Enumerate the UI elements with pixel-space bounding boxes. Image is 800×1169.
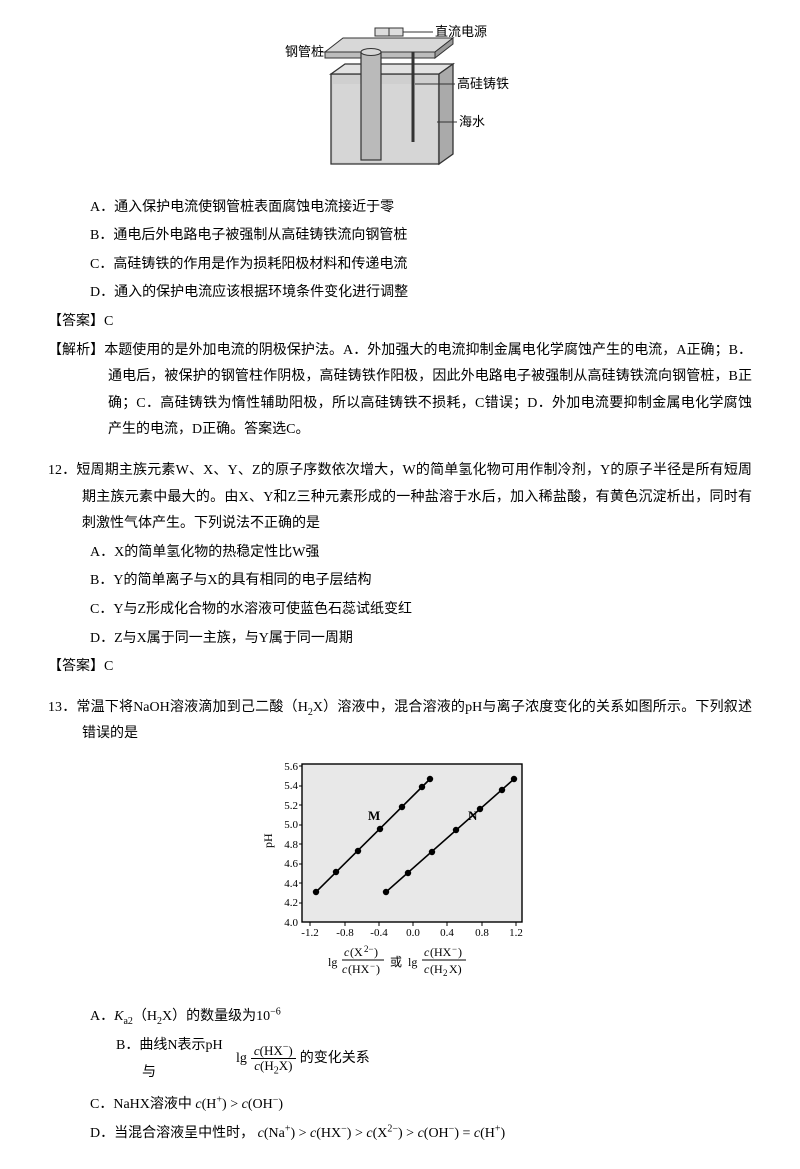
q11-opt-C: C．高硅铸铁的作用是作为损耗阳极材料和传递电流 xyxy=(48,252,752,279)
svg-text:1.2: 1.2 xyxy=(509,927,523,939)
optA-b: （H xyxy=(133,1009,157,1024)
svg-text:2: 2 xyxy=(443,968,448,978)
svg-text:(HX: (HX xyxy=(348,962,370,976)
q12-opt-D: D．Z与X属于同一主族，与Y属于同一周期 xyxy=(48,626,752,653)
q11-answer: 【答案】C xyxy=(48,309,752,336)
q13-stem-a: 13．常温下将NaOH溶液滴加到己二酸（H xyxy=(48,700,308,715)
optD-a: D．当混合溶液呈中性时， xyxy=(90,1126,254,1141)
ph-chart-svg: 5.6 5.4 5.2 5.0 4.8 4.6 4.4 4.2 4.0 -1.2… xyxy=(250,756,550,986)
optB-a: B．曲线N表示pH与 xyxy=(116,1038,223,1080)
svg-text:0.4: 0.4 xyxy=(440,927,454,939)
svg-text:5.6: 5.6 xyxy=(284,761,298,773)
svg-text:): ) xyxy=(458,945,462,959)
y-axis-label: pH xyxy=(261,833,275,848)
q11-analysis: 【解析】本题使用的是外加电流的阴极保护法。A．外加强大的电流抑制金属电化学腐蚀产… xyxy=(48,338,752,444)
svg-text:-0.4: -0.4 xyxy=(370,927,388,939)
svg-text:0.0: 0.0 xyxy=(406,927,420,939)
label-anode: 高硅铸铁 xyxy=(457,76,509,91)
svg-text:5.0: 5.0 xyxy=(284,819,298,831)
q11-opt-B: B．通电后外电路电子被强制从高硅铸铁流向钢管桩 xyxy=(48,223,752,250)
svg-text:): ) xyxy=(374,945,378,959)
q11-diagram: 直流电源 钢管桩 高硅铸铁 海水 xyxy=(48,14,752,185)
q13-stem: 13．常温下将NaOH溶液滴加到己二酸（H2X）溶液中，混合溶液的pH与离子浓度… xyxy=(48,695,752,748)
q11-opt-D: D．通入的保护电流应该根据环境条件变化进行调整 xyxy=(48,280,752,307)
svg-text:X): X) xyxy=(449,962,462,976)
svg-text:4.0: 4.0 xyxy=(284,917,298,929)
q13-opt-B: B．曲线N表示pH与 lg c(HX−) c(H2X) 的变化关系 xyxy=(48,1033,752,1086)
label-M: M xyxy=(368,808,380,823)
svg-text:-0.8: -0.8 xyxy=(336,927,354,939)
q12-stem: 12．短周期主族元素W、X、Y、Z的原子序数依次增大，W的简单氢化物可用作制冷剂… xyxy=(48,458,752,538)
svg-text:2−: 2− xyxy=(364,944,374,954)
label-power: 直流电源 xyxy=(435,24,487,39)
svg-text:5.2: 5.2 xyxy=(284,800,298,812)
lg: lg xyxy=(236,1046,247,1073)
svg-text:): ) xyxy=(376,962,380,976)
label-pile: 钢管桩 xyxy=(285,44,324,59)
optA-a: A． xyxy=(90,1009,114,1024)
q12-opt-A: A．X的简单氢化物的热稳定性比W强 xyxy=(48,540,752,567)
svg-text:4.2: 4.2 xyxy=(284,897,298,909)
q12-opt-B: B．Y的简单离子与X的具有相同的电子层结构 xyxy=(48,568,752,595)
svg-text:4.6: 4.6 xyxy=(284,858,298,870)
cathodic-protection-svg: 直流电源 钢管桩 高硅铸铁 海水 xyxy=(285,14,515,174)
svg-text:(HX: (HX xyxy=(430,945,452,959)
q13-chart: 5.6 5.4 5.2 5.0 4.8 4.6 4.4 4.2 4.0 -1.2… xyxy=(48,756,752,997)
q11-opt-A: A．通入保护电流使钢管桩表面腐蚀电流接近于零 xyxy=(48,195,752,222)
svg-text:lg: lg xyxy=(408,955,417,969)
q12-opt-C: C．Y与Z形成化合物的水溶液可使蓝色石蕊试纸变红 xyxy=(48,597,752,624)
optB-b: 的变化关系 xyxy=(300,1046,370,1073)
q13-opt-C: C．NaHX溶液中 c(H+) > c(OH−) xyxy=(48,1092,752,1119)
svg-text:−: − xyxy=(452,944,457,954)
svg-text:4.8: 4.8 xyxy=(284,839,298,851)
svg-text:5.4: 5.4 xyxy=(284,780,298,792)
svg-text:−: − xyxy=(370,961,375,971)
svg-text:(H: (H xyxy=(430,962,443,976)
axis-or: 或 xyxy=(390,955,402,969)
q12-answer: 【答案】C xyxy=(48,654,752,681)
a2-sub: a2 xyxy=(123,1016,132,1027)
svg-text:0.8: 0.8 xyxy=(475,927,489,939)
optC-a: C．NaHX溶液中 xyxy=(90,1097,192,1112)
svg-text:(X: (X xyxy=(350,945,363,959)
svg-text:4.4: 4.4 xyxy=(284,878,298,890)
svg-text:lg: lg xyxy=(328,955,337,969)
frac-B: c(HX−) c(H2X) xyxy=(251,1044,296,1074)
sup-m6: −6 xyxy=(270,1007,281,1018)
optA-c: X）的数量级为10 xyxy=(162,1009,270,1024)
svg-text:-1.2: -1.2 xyxy=(301,927,318,939)
q13-opt-D: D．当混合溶液呈中性时， c(Na+) > c(HX−) > c(X2−) > … xyxy=(48,1121,752,1148)
label-N: N xyxy=(468,808,478,823)
q13-opt-A: A．Ka2（H2X）的数量级为10−6 xyxy=(48,1004,752,1031)
label-seawater: 海水 xyxy=(459,114,485,129)
